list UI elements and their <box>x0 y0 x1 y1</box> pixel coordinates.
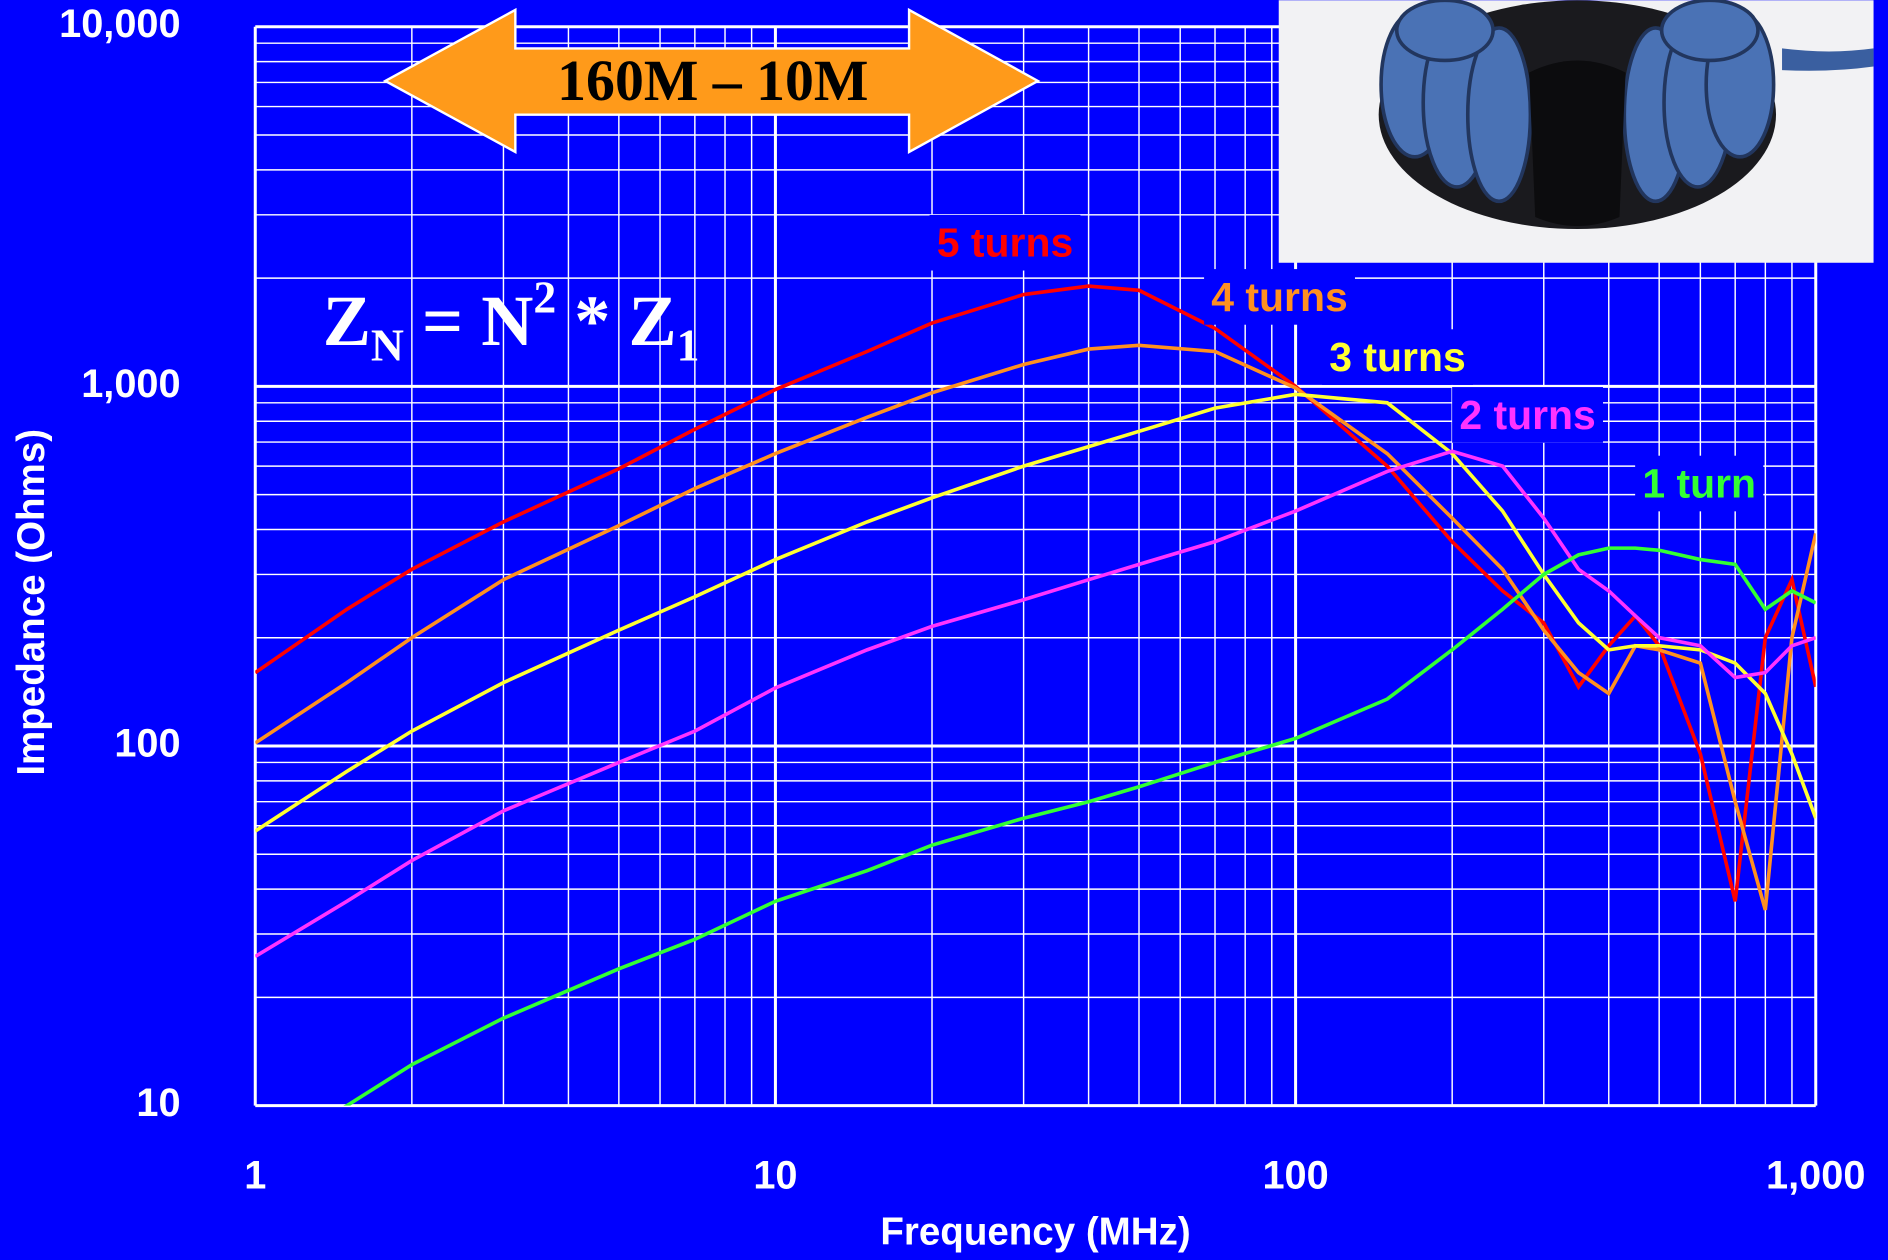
series-label-bg <box>1635 455 1764 512</box>
series-label: 5 turns <box>937 220 1073 266</box>
x-tick-label: 100 <box>1262 1153 1328 1197</box>
formula-part: 2 <box>533 271 556 322</box>
photo-cable <box>1782 48 1874 71</box>
series-label: 4 turns <box>1211 274 1347 320</box>
y-tick-label: 100 <box>114 721 180 765</box>
formula: ZN = N2 * Z1 <box>323 271 700 370</box>
formula-part: N <box>371 319 404 370</box>
formula-part: 1 <box>677 319 700 370</box>
y-tick-label: 10 <box>136 1081 180 1125</box>
y-tick-label: 10,000 <box>59 2 180 46</box>
x-tick-label: 1,000 <box>1766 1153 1865 1197</box>
y-axis-title: Impedance (Ohms) <box>10 429 53 776</box>
series-label: 3 turns <box>1329 334 1465 380</box>
series-label: 2 turns <box>1459 392 1595 438</box>
labels: 5 turns 4 turns 3 turns 2 turns 1 turn <box>929 214 1764 512</box>
photo-windings <box>1379 0 1776 204</box>
photo-tape <box>1529 60 1626 227</box>
x-tick-label: 10 <box>753 1153 797 1197</box>
series-label-bg <box>1322 329 1473 385</box>
formula-part: = N <box>404 280 533 360</box>
arrow-shape <box>382 7 1041 155</box>
formula-part: Z <box>323 280 371 360</box>
x-tick-label: 1 <box>244 1153 266 1197</box>
series-line <box>255 392 1816 833</box>
series-line <box>255 449 1816 958</box>
series-line <box>343 546 1816 1106</box>
band-arrow: 160M – 10M <box>382 7 1041 155</box>
series-label-bg <box>929 214 1081 271</box>
y-tick-label: 1,000 <box>81 362 180 406</box>
series-line <box>255 343 1816 911</box>
plot-lines <box>255 284 1816 1106</box>
x-axis-title: Frequency (MHz) <box>880 1211 1190 1254</box>
series-label-bg <box>1452 387 1604 443</box>
series-label: 1 turn <box>1642 461 1756 507</box>
band-label: 160M – 10M <box>557 49 868 113</box>
photo <box>1278 0 1874 263</box>
series-label-bg <box>1204 269 1355 325</box>
formula-part: * Z <box>556 280 676 360</box>
